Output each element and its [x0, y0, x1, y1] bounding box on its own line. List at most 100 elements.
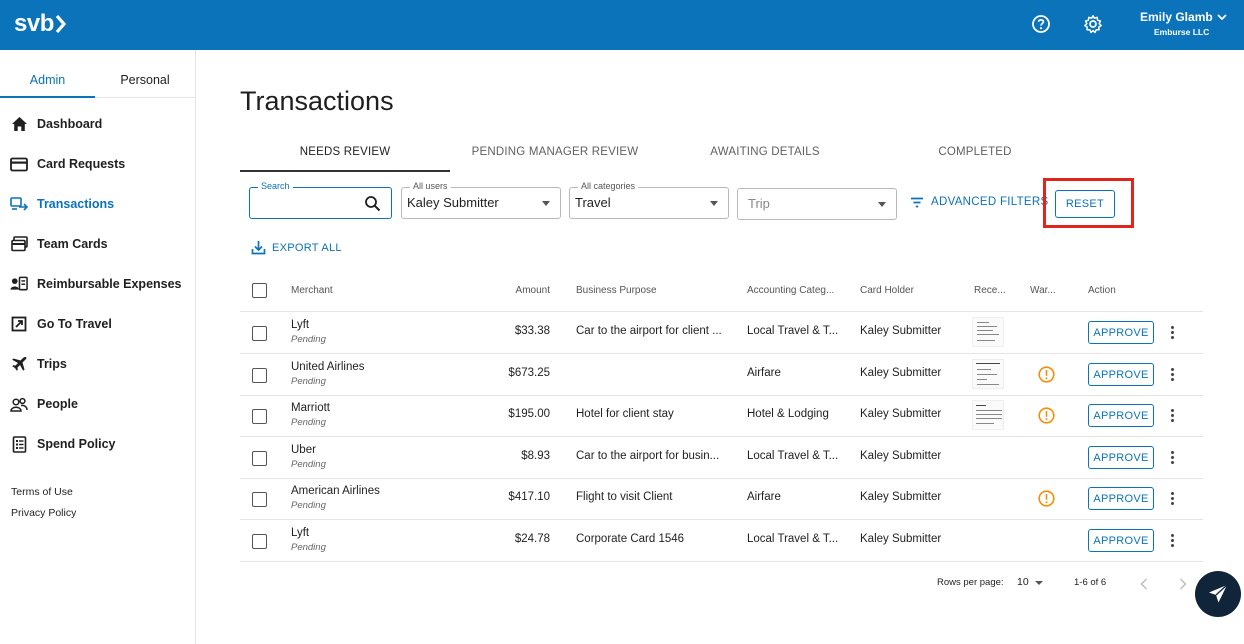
rows-per-page-select[interactable]: 10 — [1017, 576, 1029, 588]
row-checkbox[interactable] — [252, 326, 267, 341]
more-options-icon[interactable] — [1167, 408, 1177, 424]
tab-admin[interactable]: Admin — [29, 73, 66, 87]
header-merchant[interactable]: Merchant — [291, 285, 333, 296]
approve-button[interactable]: APPROVE — [1088, 529, 1154, 552]
more-options-icon[interactable] — [1167, 367, 1177, 383]
receipt-thumbnail[interactable] — [972, 317, 1004, 347]
tab-personal[interactable]: Personal — [120, 73, 170, 87]
trip-select[interactable]: Trip — [737, 188, 897, 220]
warning-icon[interactable] — [1038, 407, 1055, 429]
row-checkbox[interactable] — [252, 368, 267, 383]
select-all-checkbox[interactable] — [252, 283, 267, 298]
receipt-thumbnail[interactable] — [972, 359, 1004, 389]
next-page-icon[interactable] — [1179, 577, 1187, 595]
more-options-icon[interactable] — [1167, 450, 1177, 466]
header-business-purpose[interactable]: Business Purpose — [576, 285, 657, 296]
help-icon[interactable] — [1030, 13, 1052, 35]
more-options-icon[interactable] — [1167, 491, 1177, 507]
previous-page-icon[interactable] — [1140, 577, 1148, 595]
table-row[interactable]: Uber Pending $8.93 Car to the airport fo… — [240, 437, 1203, 479]
accounting-category: Local Travel & T... — [747, 325, 839, 337]
chevron-down-icon — [1217, 14, 1227, 21]
tab-pending-manager-review[interactable]: PENDING MANAGER REVIEW — [471, 146, 639, 158]
sidebar-item-label: Transactions — [37, 197, 115, 211]
row-checkbox[interactable] — [252, 534, 267, 549]
categories-select[interactable]: All categories Travel — [569, 181, 729, 219]
header-amount[interactable]: Amount — [515, 285, 550, 296]
sidebar-item-label: Spend Policy — [37, 437, 116, 451]
user-org: Emburse LLC — [1154, 27, 1210, 37]
amount: $24.78 — [514, 533, 550, 545]
chat-launcher-button[interactable] — [1195, 571, 1241, 617]
accounting-category: Local Travel & T... — [747, 533, 839, 545]
header-receipt[interactable]: Rece... — [974, 285, 1006, 296]
table-row[interactable]: Lyft Pending $33.38 Car to the airport f… — [240, 312, 1203, 354]
transaction-status: Pending — [291, 459, 326, 470]
privacy-policy-link[interactable]: Privacy Policy — [11, 507, 77, 519]
tab-needs-review[interactable]: NEEDS REVIEW — [299, 146, 391, 158]
filter-icon — [911, 197, 923, 207]
amount: $195.00 — [508, 408, 550, 420]
terms-of-use-link[interactable]: Terms of Use — [11, 486, 73, 498]
merchant-name: Lyft — [291, 527, 310, 539]
categories-value: Travel — [575, 195, 611, 210]
more-options-icon[interactable] — [1167, 325, 1177, 341]
warning-icon[interactable] — [1038, 490, 1055, 512]
sidebar-item-reimbursable-expenses[interactable]: Reimbursable Expenses — [10, 272, 190, 296]
tab-awaiting-details[interactable]: AWAITING DETAILS — [710, 146, 820, 158]
sidebar-item-transactions[interactable]: Transactions — [10, 192, 190, 216]
pagination-range: 1-6 of 6 — [1074, 577, 1107, 588]
sidebar-item-label: People — [37, 397, 78, 411]
header-card-holder[interactable]: Card Holder — [860, 285, 914, 296]
sidebar-item-trips[interactable]: Trips — [10, 352, 190, 376]
export-all-button[interactable]: EXPORT ALL — [251, 240, 342, 255]
approve-button[interactable]: APPROVE — [1088, 446, 1154, 469]
user-menu[interactable]: Emily Glamb Emburse LLC — [1140, 10, 1230, 37]
airplane-icon — [10, 355, 28, 373]
download-icon — [251, 241, 266, 255]
amount: $673.25 — [508, 367, 550, 379]
table-row[interactable]: Marriott Pending $195.00 Hotel for clien… — [240, 395, 1203, 437]
advanced-filters-button[interactable]: ADVANCED FILTERS — [910, 196, 1048, 208]
accounting-category: Hotel & Lodging — [747, 408, 829, 420]
sidebar-item-spend-policy[interactable]: Spend Policy — [10, 432, 190, 456]
rows-per-page-caret-icon[interactable] — [1035, 581, 1043, 585]
header-warning[interactable]: War... — [1030, 285, 1056, 296]
row-checkbox[interactable] — [252, 492, 267, 507]
business-purpose: Car to the airport for busin... — [576, 450, 720, 462]
users-select[interactable]: All users Kaley Submitter — [401, 181, 561, 219]
search-input[interactable]: Search — [249, 181, 392, 219]
sidebar-item-label: Trips — [37, 357, 67, 371]
header-accounting-category[interactable]: Accounting Categ... — [747, 285, 835, 296]
trip-placeholder: Trip — [748, 196, 770, 211]
approve-button[interactable]: APPROVE — [1088, 487, 1154, 510]
approve-button[interactable]: APPROVE — [1088, 363, 1154, 386]
svb-logo[interactable]: svb — [14, 10, 67, 38]
page-title: Transactions — [240, 86, 394, 116]
active-tab-indicator — [240, 170, 450, 172]
sidebar-item-go-to-travel[interactable]: Go To Travel — [10, 312, 190, 336]
amount: $417.10 — [508, 491, 550, 503]
receipt-thumbnail[interactable] — [972, 400, 1004, 430]
row-checkbox[interactable] — [252, 451, 267, 466]
approve-button[interactable]: APPROVE — [1088, 404, 1154, 427]
sidebar-item-dashboard[interactable]: Dashboard — [10, 112, 190, 136]
reset-button[interactable]: RESET — [1055, 190, 1115, 218]
search-icon[interactable] — [364, 195, 381, 217]
amount: $33.38 — [514, 325, 550, 337]
table-row[interactable]: United Airlines Pending $673.25 Airfare … — [240, 354, 1203, 396]
sidebar-item-people[interactable]: People — [10, 392, 190, 416]
more-options-icon[interactable] — [1167, 533, 1177, 549]
warning-icon[interactable] — [1038, 366, 1055, 388]
table-row[interactable]: American Airlines Pending $417.10 Flight… — [240, 478, 1203, 520]
card-holder: Kaley Submitter — [860, 491, 942, 503]
tab-completed[interactable]: COMPLETED — [938, 146, 1012, 158]
sidebar-item-card-requests[interactable]: Card Requests — [10, 152, 190, 176]
approve-button[interactable]: APPROVE — [1088, 321, 1154, 344]
row-checkbox[interactable] — [252, 409, 267, 424]
dropdown-caret-icon — [878, 202, 886, 207]
settings-icon[interactable] — [1082, 13, 1104, 35]
sidebar-item-team-cards[interactable]: Team Cards — [10, 232, 190, 256]
dropdown-caret-icon — [542, 201, 550, 206]
table-row[interactable]: Lyft Pending $24.78 Corporate Card 1546 … — [240, 520, 1203, 562]
